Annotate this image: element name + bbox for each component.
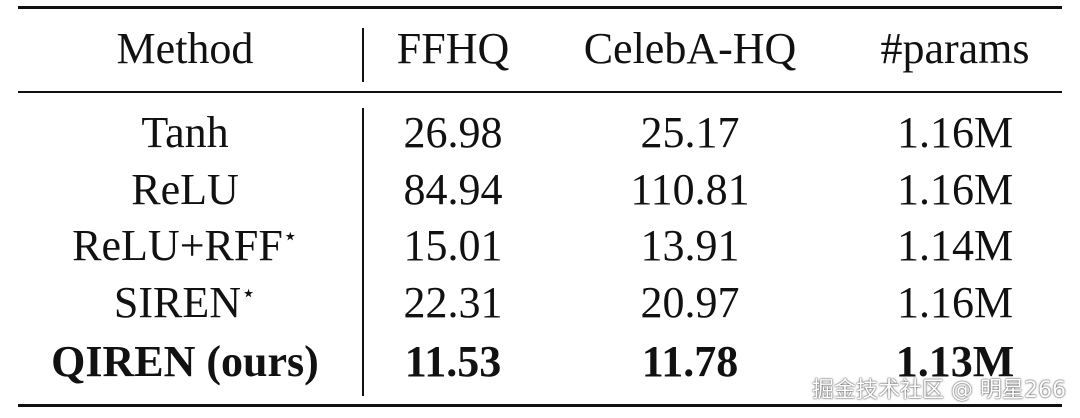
footnote-mark: ⋆ (282, 224, 298, 250)
bottom-rule (18, 404, 1062, 407)
value-cell: 15.01 (403, 221, 503, 270)
method-cell: QIREN (ours) (51, 337, 319, 387)
value-cell: 11.53 (404, 337, 502, 386)
value-cell: 1.14M (896, 221, 1014, 270)
header-cell: CelebA-HQ (583, 24, 797, 73)
value-cell: 1.16M (896, 108, 1014, 157)
value-cell: 1.16M (896, 165, 1014, 214)
header-cell: FFHQ (396, 24, 510, 73)
header-cell: Method (116, 24, 254, 73)
value-cell: 1.16M (896, 278, 1014, 327)
method-cell: ReLU+RFF⋆ (72, 221, 298, 278)
method-name: Tanh (141, 108, 229, 157)
method-name: SIREN (113, 278, 242, 327)
value-cell: 22.31 (403, 278, 503, 327)
method-name: ReLU (131, 165, 239, 214)
watermark: 掘金技术社区 @ 明星266 (812, 378, 1066, 403)
value-cell: 110.81 (630, 165, 750, 214)
value-cell: 1.13M (895, 337, 1015, 386)
method-cell: ReLU (131, 165, 239, 215)
method-cell: Tanh (141, 108, 228, 158)
method-cell: SIREN⋆ (114, 278, 256, 335)
header-cell: #params (880, 24, 1030, 73)
value-cell: 11.78 (641, 337, 739, 386)
column-divider (362, 28, 364, 82)
value-cell: 26.98 (403, 108, 503, 157)
footnote-mark: ⋆ (241, 281, 257, 307)
method-name: QIREN (ours) (51, 337, 319, 386)
top-rule (18, 6, 1062, 9)
value-cell: 13.91 (640, 221, 740, 270)
header-rule (18, 91, 1062, 93)
value-cell: 84.94 (403, 165, 503, 214)
method-name: ReLU+RFF (72, 221, 283, 270)
column-divider (362, 108, 364, 396)
value-cell: 20.97 (640, 278, 740, 327)
value-cell: 25.17 (640, 108, 740, 157)
